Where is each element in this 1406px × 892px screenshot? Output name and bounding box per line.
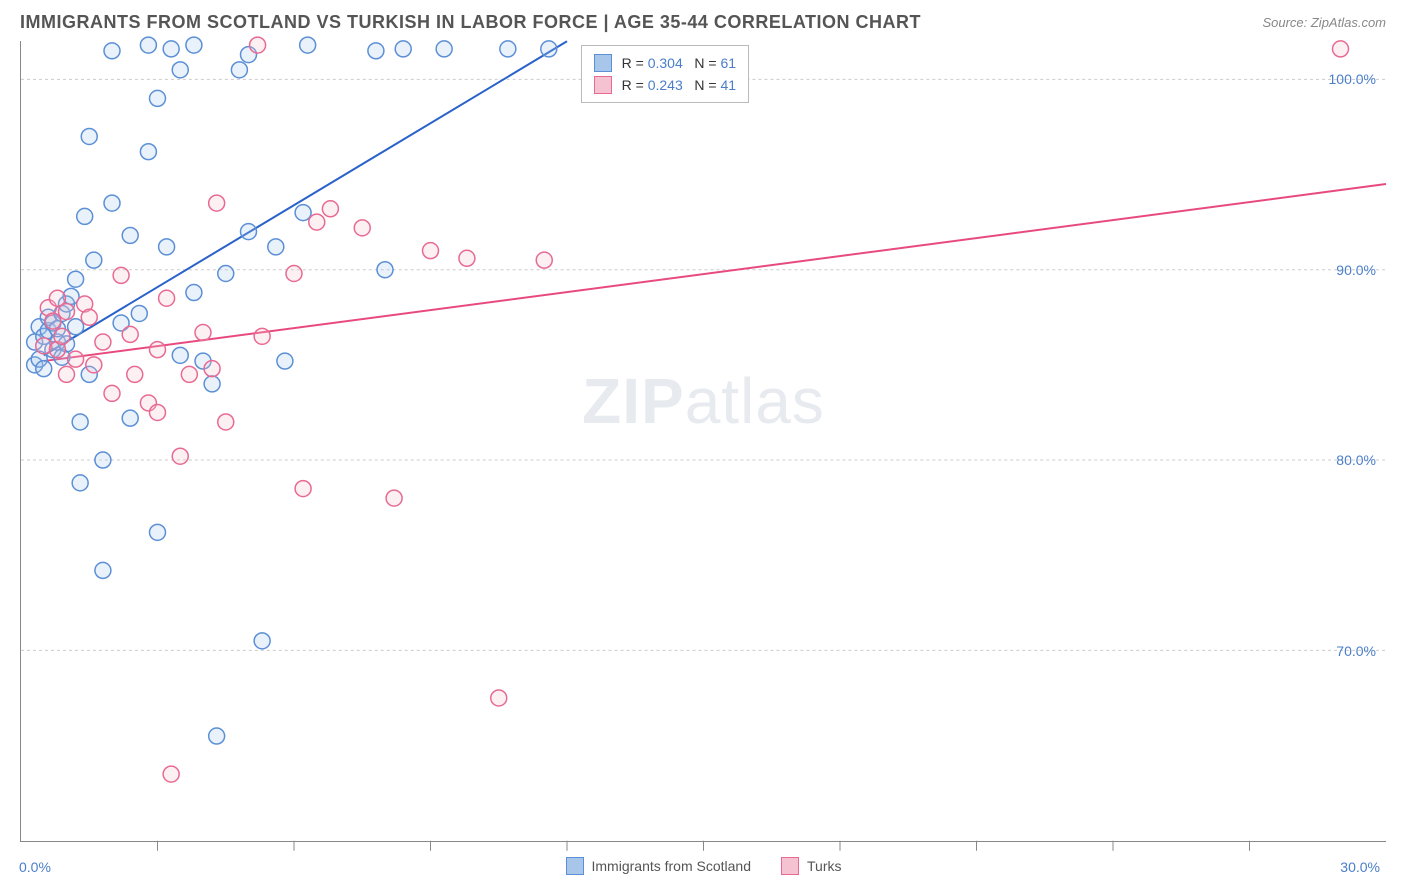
y-tick-label: 80.0% (1336, 452, 1376, 468)
chart-title: IMMIGRANTS FROM SCOTLAND VS TURKISH IN L… (20, 12, 921, 33)
x-tick-0: 0.0% (19, 859, 51, 875)
legend-item: Immigrants from Scotland (566, 857, 752, 875)
source-label: Source: ZipAtlas.com (1262, 15, 1386, 30)
y-tick-label: 70.0% (1336, 643, 1376, 659)
legend-swatch (566, 857, 584, 875)
plot-svg (21, 41, 1386, 841)
legend-swatch (781, 857, 799, 875)
series-legend: Immigrants from Scotland Turks (566, 857, 842, 875)
x-tick-30: 30.0% (1340, 859, 1380, 875)
legend-swatch (594, 54, 612, 72)
stats-legend: R = 0.304 N = 61 R = 0.243 N = 41 (581, 45, 749, 103)
title-bar: IMMIGRANTS FROM SCOTLAND VS TURKISH IN L… (0, 0, 1406, 41)
legend-swatch (594, 76, 612, 94)
legend-item: Turks (781, 857, 841, 875)
stats-legend-row: R = 0.243 N = 41 (594, 74, 736, 96)
y-tick-label: 100.0% (1329, 71, 1376, 87)
stats-legend-row: R = 0.304 N = 61 (594, 52, 736, 74)
scatter-plot: In Labor Force | Age 35-44 ZIPatlas R = … (20, 41, 1386, 842)
y-tick-label: 90.0% (1336, 262, 1376, 278)
